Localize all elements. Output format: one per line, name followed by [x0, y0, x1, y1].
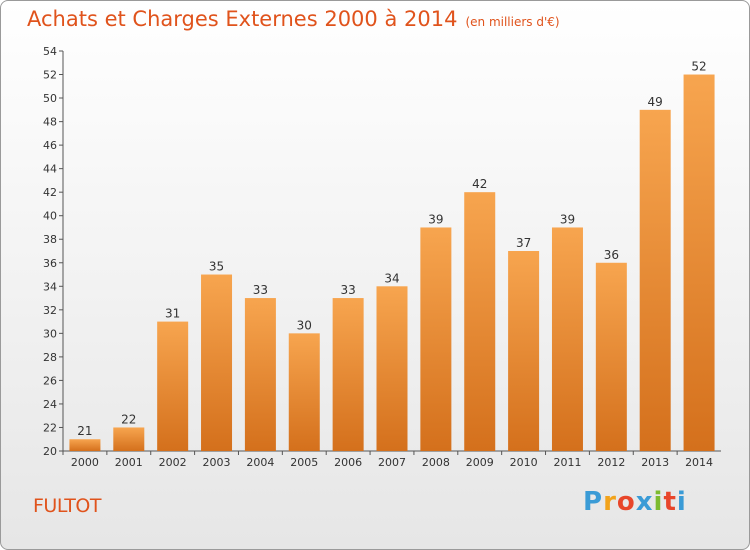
bar [69, 439, 101, 451]
data-label: 33 [253, 283, 268, 297]
x-tick-label: 2003 [203, 456, 231, 469]
data-label: 36 [604, 248, 619, 262]
y-tick-label: 34 [43, 280, 57, 293]
proxiti-logo[interactable]: Proxiti [583, 487, 687, 517]
logo-letter: o [616, 487, 636, 517]
x-tick-label: 2010 [510, 456, 538, 469]
bar [113, 427, 145, 451]
y-tick-label: 50 [43, 92, 57, 105]
bar [508, 251, 540, 451]
y-tick-label: 40 [43, 210, 57, 223]
title-unit: (en milliers d'€) [465, 15, 560, 29]
x-tick-label: 2006 [334, 456, 362, 469]
data-label: 31 [165, 307, 180, 321]
data-label: 37 [516, 236, 531, 250]
chart-title: Achats et Charges Externes 2000 à 2014 (e… [27, 7, 560, 31]
data-label: 42 [472, 177, 487, 191]
bar [595, 262, 627, 451]
bar [376, 286, 408, 451]
data-label: 35 [209, 260, 224, 274]
logo-letter: r [603, 487, 617, 517]
town-name: FULTOT [33, 495, 101, 517]
logo-letter: t [663, 487, 677, 517]
x-tick-label: 2009 [466, 456, 494, 469]
data-label: 39 [428, 212, 443, 226]
bar [639, 109, 671, 451]
data-label: 33 [340, 283, 355, 297]
y-tick-label: 22 [43, 421, 57, 434]
bar [244, 298, 276, 451]
x-tick-label: 2001 [115, 456, 143, 469]
y-tick-label: 26 [43, 374, 57, 387]
data-label: 52 [691, 60, 706, 74]
x-tick-label: 2011 [553, 456, 581, 469]
x-tick-label: 2014 [685, 456, 713, 469]
bar [288, 333, 320, 451]
data-label: 39 [560, 212, 575, 226]
logo-letter: P [583, 487, 604, 517]
bars: 21 22 31 35 33 30 33 34 39 42 37 39 36 49 52 [69, 60, 715, 452]
x-tick-label: 2012 [597, 456, 625, 469]
y-tick-label: 36 [43, 257, 57, 270]
bar [551, 227, 583, 451]
title-text: Achats et Charges Externes 2000 à 2014 [27, 7, 458, 31]
x-tick-label: 2013 [641, 456, 669, 469]
y-tick-label: 54 [43, 45, 57, 58]
logo-letter: i [676, 487, 687, 517]
logo-letter: x [635, 487, 654, 517]
bar [201, 274, 233, 451]
bar [332, 298, 364, 451]
y-tick-label: 20 [43, 445, 57, 458]
y-tick-label: 38 [43, 233, 57, 246]
y-tick-label: 24 [43, 398, 57, 411]
data-label: 30 [297, 318, 312, 332]
y-tick-label: 46 [43, 139, 57, 152]
x-tick-label: 2004 [246, 456, 274, 469]
data-label: 21 [77, 424, 92, 438]
y-tick-label: 42 [43, 186, 57, 199]
bar [420, 227, 452, 451]
bar [683, 74, 715, 451]
bar [464, 192, 496, 452]
bar [157, 321, 189, 451]
y-tick-label: 30 [43, 327, 57, 340]
data-label: 49 [648, 95, 663, 109]
logo-letter: i [653, 487, 664, 517]
y-tick-label: 44 [43, 163, 57, 176]
data-label: 22 [121, 412, 136, 426]
axes: 20 22 24 26 28 30 32 34 36 38 40 42 44 46 48 50 52 54 2000… [43, 45, 721, 469]
y-tick-label: 48 [43, 116, 57, 129]
x-tick-label: 2002 [159, 456, 187, 469]
y-tick-label: 28 [43, 351, 57, 364]
y-tick-label: 52 [43, 69, 57, 82]
x-tick-label: 2007 [378, 456, 406, 469]
y-tick-label: 32 [43, 304, 57, 317]
x-tick-label: 2005 [290, 456, 318, 469]
x-tick-label: 2000 [71, 456, 99, 469]
data-label: 34 [384, 271, 399, 285]
x-tick-label: 2008 [422, 456, 450, 469]
